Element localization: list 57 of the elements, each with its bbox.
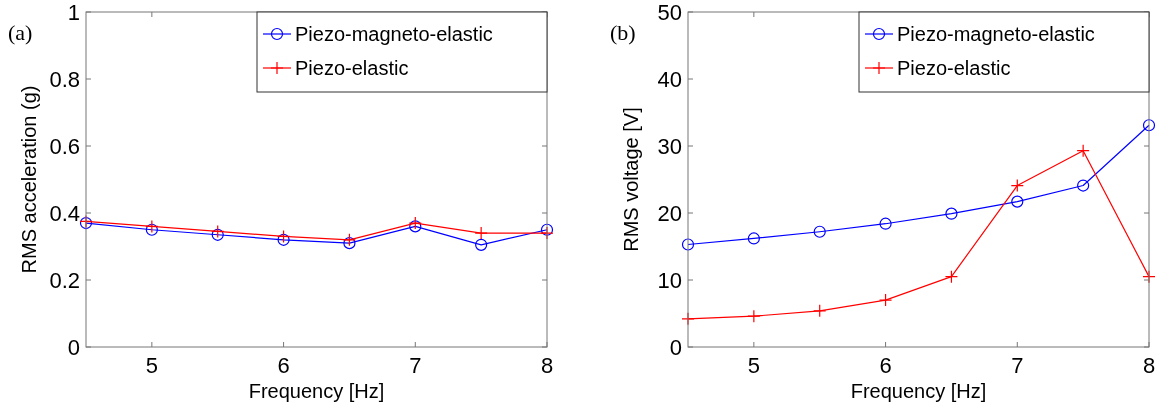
point bbox=[1010, 178, 1024, 193]
y-tick-label: 0.2 bbox=[49, 268, 80, 293]
point bbox=[145, 219, 159, 233]
point bbox=[747, 309, 761, 323]
y-tick-label: 10 bbox=[657, 268, 682, 293]
point bbox=[813, 225, 826, 238]
point bbox=[540, 223, 554, 236]
x-tick-label: 5 bbox=[747, 353, 760, 378]
x-axis-title: Frequency [Hz] bbox=[850, 380, 987, 402]
point bbox=[1011, 195, 1024, 208]
text: (a) bbox=[8, 20, 33, 45]
point bbox=[813, 304, 827, 318]
point bbox=[681, 238, 695, 251]
y-tick-label: 0.4 bbox=[49, 201, 80, 226]
y-tick-label: 50 bbox=[657, 0, 682, 25]
y-tick-label: 30 bbox=[657, 134, 682, 159]
point bbox=[408, 216, 422, 230]
x-tick-label: 5 bbox=[145, 353, 158, 378]
x-axis-title: Frequency [Hz] bbox=[248, 380, 385, 402]
point bbox=[211, 224, 225, 239]
x-tick-label: 7 bbox=[1011, 353, 1024, 378]
point bbox=[343, 237, 356, 250]
y-tick-label: 20 bbox=[657, 201, 682, 226]
text: (b) bbox=[610, 20, 636, 45]
point bbox=[747, 232, 760, 245]
x-tick-label: 6 bbox=[277, 353, 290, 378]
y-axis-title: RMS acceleration (g) bbox=[18, 85, 40, 274]
point bbox=[475, 238, 488, 251]
y-axis-title: RMS voltage [V] bbox=[620, 107, 642, 252]
point bbox=[879, 217, 892, 230]
y-tick-label: 1 bbox=[67, 0, 80, 25]
x-tick-label: 6 bbox=[879, 353, 892, 378]
point bbox=[1077, 179, 1090, 192]
point bbox=[276, 229, 291, 244]
point bbox=[944, 270, 959, 284]
legend-label: Piezo-elastic bbox=[295, 57, 409, 79]
x-tick-label: 8 bbox=[1142, 353, 1156, 378]
point bbox=[474, 226, 488, 240]
point bbox=[1142, 119, 1156, 132]
point bbox=[945, 207, 958, 220]
legend-label: Piezo-magneto-elastic bbox=[897, 23, 1095, 45]
point bbox=[878, 293, 893, 307]
point bbox=[342, 233, 357, 247]
point bbox=[145, 223, 158, 236]
y-tick-label: 0 bbox=[67, 335, 80, 360]
y-tick-label: 0.6 bbox=[49, 134, 80, 159]
point bbox=[211, 228, 224, 241]
y-tick-label: 40 bbox=[657, 67, 682, 92]
point bbox=[409, 220, 422, 233]
point bbox=[277, 233, 290, 246]
point bbox=[1076, 144, 1090, 158]
legend-label: Piezo-magneto-elastic bbox=[295, 23, 493, 45]
x-tick-label: 7 bbox=[409, 353, 422, 378]
y-tick-label: 0 bbox=[669, 335, 682, 360]
y-tick-label: 0.8 bbox=[49, 67, 80, 92]
x-tick-label: 8 bbox=[540, 353, 554, 378]
legend-label: Piezo-elastic bbox=[897, 57, 1011, 79]
